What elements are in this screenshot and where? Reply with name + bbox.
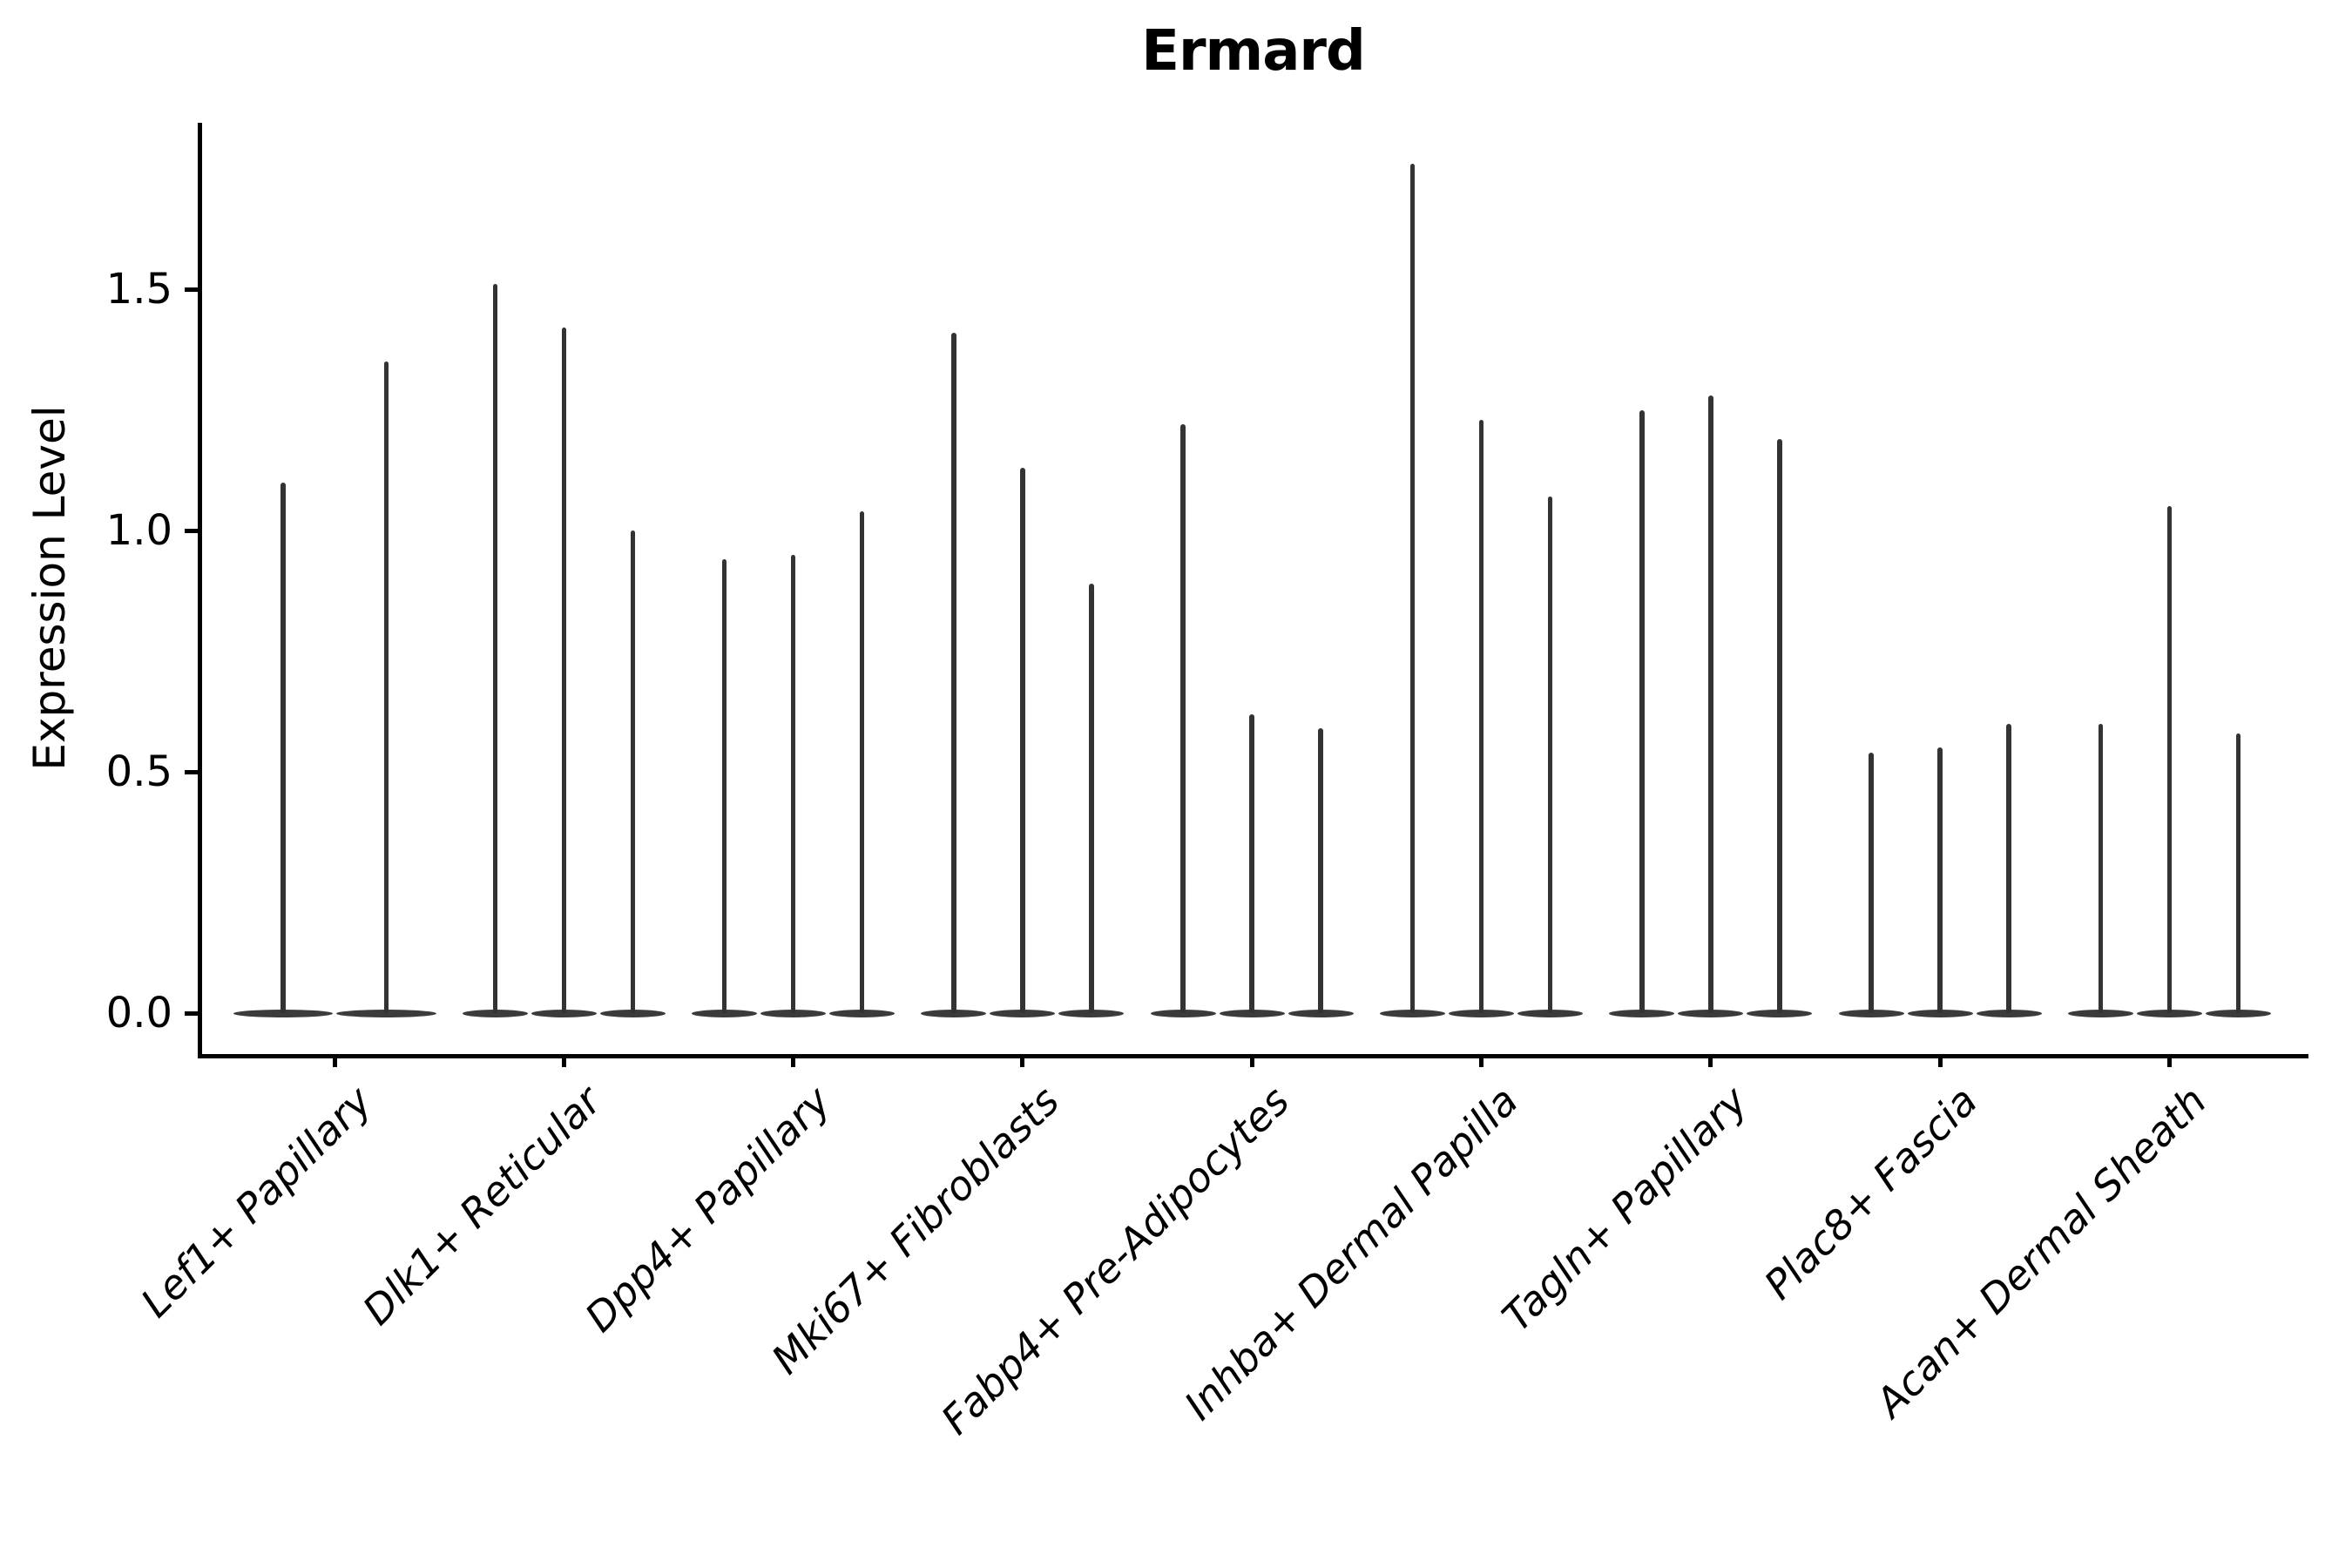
violin-spike bbox=[1089, 583, 1094, 1013]
violin-base bbox=[1907, 1009, 1973, 1017]
violin-base bbox=[2136, 1009, 2202, 1017]
violin-spike bbox=[1478, 419, 1484, 1013]
violin-base bbox=[2067, 1009, 2133, 1017]
violin-spike bbox=[1318, 728, 1323, 1013]
violin-base bbox=[233, 1009, 333, 1017]
violin-spike bbox=[951, 332, 956, 1013]
x-tick-mark bbox=[791, 1054, 796, 1067]
violin-spike bbox=[859, 510, 865, 1013]
x-tick-mark bbox=[332, 1054, 337, 1067]
violin-base bbox=[921, 1009, 987, 1017]
violin-spike bbox=[2235, 733, 2241, 1013]
violin-base bbox=[1838, 1009, 1904, 1017]
violin-spike bbox=[790, 554, 796, 1013]
violin-base bbox=[462, 1009, 528, 1017]
y-axis-label: Expression Level bbox=[24, 405, 75, 771]
violin-base bbox=[1976, 1009, 2042, 1017]
violin-spike bbox=[492, 284, 498, 1013]
violin-spike bbox=[1249, 713, 1254, 1013]
x-tick-mark bbox=[561, 1054, 566, 1067]
violin-spike bbox=[721, 559, 727, 1013]
violin-base bbox=[692, 1009, 758, 1017]
violin-spike bbox=[383, 362, 389, 1013]
violin-spike bbox=[1708, 395, 1713, 1013]
violin-spike bbox=[1869, 752, 1874, 1013]
violin-base bbox=[1150, 1009, 1216, 1017]
x-tick-label: Plac8+ Fascia bbox=[1754, 1077, 1986, 1308]
x-tick-label: Tagln+ Papillary bbox=[1493, 1077, 1757, 1341]
violin-base bbox=[1517, 1009, 1583, 1017]
violin-spike bbox=[1409, 163, 1416, 1013]
y-tick-mark bbox=[185, 1010, 198, 1016]
violin-base bbox=[531, 1009, 597, 1017]
y-tick-mark bbox=[185, 528, 198, 533]
violin-base bbox=[1678, 1009, 1744, 1017]
y-tick-label: 0.0 bbox=[105, 989, 172, 1037]
violin-spike bbox=[1547, 497, 1553, 1013]
violin-base bbox=[1288, 1009, 1354, 1017]
violin-base bbox=[760, 1009, 827, 1017]
x-tick-mark bbox=[2166, 1054, 2172, 1067]
violin-spike bbox=[1639, 409, 1645, 1013]
x-tick-mark bbox=[1020, 1054, 1025, 1067]
violin-spike bbox=[2166, 506, 2173, 1013]
x-tick-label: Dpp4+ Papillary bbox=[575, 1077, 840, 1342]
x-tick-label: Lef1+ Papillary bbox=[131, 1077, 381, 1327]
violin-base bbox=[336, 1009, 436, 1017]
x-tick-mark bbox=[1249, 1054, 1254, 1067]
violin-base bbox=[990, 1009, 1056, 1017]
violin-spike bbox=[2006, 723, 2011, 1013]
violin-base bbox=[829, 1009, 896, 1017]
violin-spike bbox=[1020, 467, 1025, 1013]
violin-base bbox=[2205, 1009, 2271, 1017]
y-tick-mark bbox=[185, 287, 198, 292]
violin-base bbox=[1058, 1009, 1125, 1017]
violin-base bbox=[1747, 1009, 1813, 1017]
y-tick-mark bbox=[185, 769, 198, 774]
chart-title: Ermard bbox=[1141, 19, 1366, 84]
violin-spike bbox=[630, 531, 636, 1013]
violin-spike bbox=[280, 482, 286, 1013]
violin-spike bbox=[1777, 438, 1782, 1013]
violin-spike bbox=[2098, 723, 2104, 1013]
y-tick-label: 0.5 bbox=[105, 747, 172, 796]
y-axis-spine bbox=[198, 123, 202, 1058]
x-tick-mark bbox=[1479, 1054, 1484, 1067]
x-tick-mark bbox=[1708, 1054, 1713, 1067]
y-tick-label: 1.5 bbox=[105, 265, 172, 314]
violin-base bbox=[1449, 1009, 1514, 1017]
x-tick-label: Dlk1+ Reticular bbox=[353, 1077, 611, 1335]
x-tick-mark bbox=[1937, 1054, 1943, 1067]
violin-base bbox=[1219, 1009, 1285, 1017]
violin-spike bbox=[1937, 747, 1943, 1013]
violin-spike bbox=[561, 328, 567, 1013]
violin-base bbox=[1609, 1009, 1675, 1017]
violin-spike bbox=[1180, 424, 1186, 1013]
violin-base bbox=[1380, 1009, 1445, 1017]
violin-base bbox=[599, 1009, 666, 1017]
y-tick-label: 1.0 bbox=[105, 506, 172, 555]
